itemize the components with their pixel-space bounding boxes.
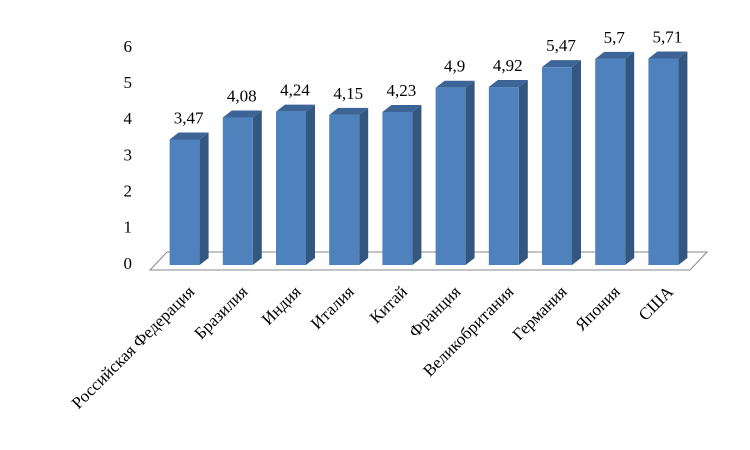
bar <box>542 67 572 265</box>
y-tick-label: 5 <box>124 73 133 92</box>
bar <box>169 139 200 265</box>
bar <box>329 114 360 266</box>
value-label: 5,71 <box>653 27 683 46</box>
bar-top <box>435 80 475 88</box>
y-tick-label: 6 <box>124 37 133 56</box>
bar-side <box>306 104 315 265</box>
bar-top <box>382 105 422 113</box>
bar-side <box>678 51 688 265</box>
x-tick-label: Великобритания <box>419 282 517 380</box>
x-tick-label: США <box>635 282 678 325</box>
x-tick-label: Германия <box>509 282 571 344</box>
bar <box>595 58 626 265</box>
bar-top <box>595 51 635 59</box>
bar-top <box>648 51 688 59</box>
bar-side <box>252 110 262 265</box>
bar-top <box>329 107 369 115</box>
bar-side <box>625 51 635 265</box>
value-label: 4,15 <box>333 84 363 103</box>
value-label: 4,08 <box>227 86 257 105</box>
bar-top <box>488 80 528 88</box>
value-label: 4,9 <box>444 57 465 76</box>
x-tick-label: Китай <box>366 282 411 327</box>
bar-side <box>412 105 422 265</box>
bar-top <box>169 132 209 140</box>
y-tick-label: 4 <box>124 109 133 128</box>
bar <box>276 111 306 265</box>
bar <box>222 117 253 265</box>
bar-top <box>276 104 315 112</box>
x-tick-label: Япония <box>571 282 623 334</box>
bar-side <box>359 107 369 266</box>
bar <box>648 58 679 265</box>
bar-side <box>572 60 581 265</box>
value-label: 5,7 <box>604 28 626 47</box>
y-tick-label: 3 <box>124 145 133 164</box>
value-label: 4,24 <box>280 81 310 100</box>
value-label: 4,23 <box>387 81 417 100</box>
y-tick-label: 1 <box>124 218 133 237</box>
bar <box>382 112 413 265</box>
y-tick-label: 0 <box>124 254 133 273</box>
bar-side <box>518 80 528 265</box>
y-tick-label: 2 <box>124 182 133 201</box>
x-tick-label: Индия <box>258 282 305 329</box>
bar-side <box>199 132 209 265</box>
value-label: 3,47 <box>174 108 204 127</box>
x-tick-label: Бразилия <box>191 282 252 343</box>
x-tick-label: Российская Федерация <box>68 282 199 413</box>
value-label: 5,47 <box>546 36 576 55</box>
bar-top <box>222 110 262 118</box>
value-label: 4,92 <box>493 56 523 75</box>
bar <box>488 87 519 265</box>
x-tick-label: Италия <box>307 282 358 333</box>
bar-side <box>465 80 475 266</box>
bar-top <box>542 60 581 68</box>
bar <box>435 87 466 266</box>
